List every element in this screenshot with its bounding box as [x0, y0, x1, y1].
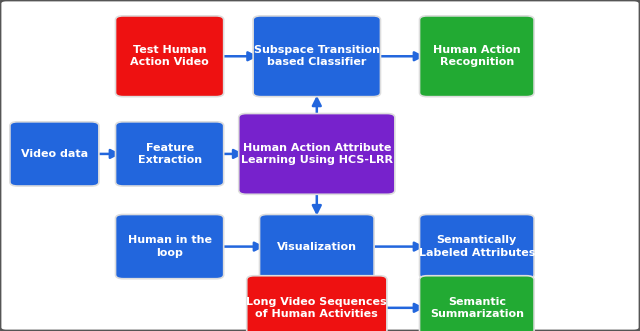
- FancyBboxPatch shape: [115, 16, 224, 97]
- FancyBboxPatch shape: [10, 122, 99, 186]
- FancyBboxPatch shape: [115, 214, 224, 279]
- Text: Video data: Video data: [21, 149, 88, 159]
- Text: Semantic
Summarization: Semantic Summarization: [430, 297, 524, 319]
- Text: Long Video Sequences
of Human Activities: Long Video Sequences of Human Activities: [246, 297, 387, 319]
- FancyBboxPatch shape: [420, 276, 534, 331]
- FancyBboxPatch shape: [115, 122, 224, 186]
- Text: Visualization: Visualization: [277, 242, 357, 252]
- FancyBboxPatch shape: [253, 16, 380, 97]
- FancyBboxPatch shape: [239, 114, 395, 194]
- Text: Subspace Transition
based Classifier: Subspace Transition based Classifier: [254, 45, 380, 68]
- FancyBboxPatch shape: [246, 276, 387, 331]
- FancyBboxPatch shape: [420, 214, 534, 279]
- Text: Human in the
loop: Human in the loop: [127, 235, 212, 258]
- Text: Feature
Extraction: Feature Extraction: [138, 143, 202, 165]
- Text: Test Human
Action Video: Test Human Action Video: [130, 45, 209, 68]
- Text: Human Action Attribute
Learning Using HCS-LRR: Human Action Attribute Learning Using HC…: [241, 143, 393, 165]
- Text: Semantically
Labeled Attributes: Semantically Labeled Attributes: [419, 235, 535, 258]
- Text: Human Action
Recognition: Human Action Recognition: [433, 45, 520, 68]
- FancyBboxPatch shape: [260, 214, 374, 279]
- FancyBboxPatch shape: [420, 16, 534, 97]
